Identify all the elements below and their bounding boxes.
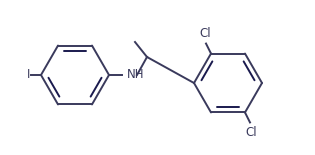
Text: Cl: Cl [199, 27, 211, 40]
Text: NH: NH [127, 69, 145, 82]
Text: I: I [27, 69, 30, 82]
Text: Cl: Cl [245, 126, 257, 140]
